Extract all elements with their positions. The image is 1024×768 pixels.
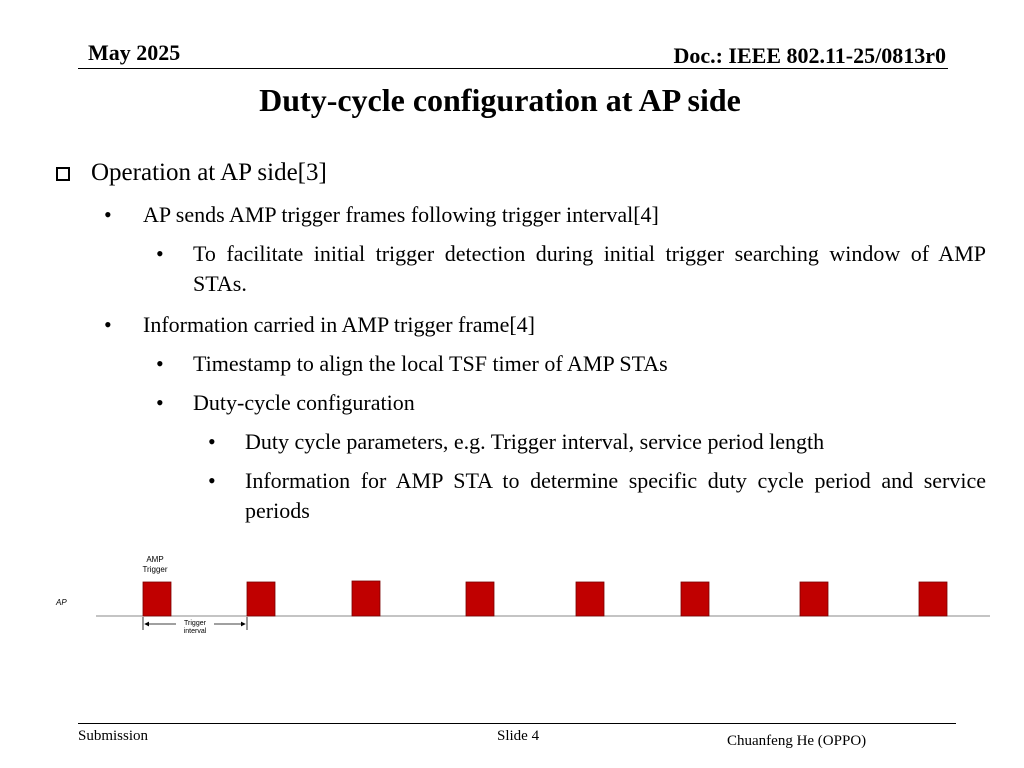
trigger-pulse <box>246 581 276 617</box>
trigger-pulse <box>799 581 829 617</box>
amp-trigger-label-1: AMP <box>146 555 163 564</box>
bullet-dot: • <box>156 390 164 415</box>
trigger-pulse <box>918 581 948 617</box>
trigger-interval-label-1: Trigger <box>184 620 207 627</box>
bullet-text: Information for AMP STA to determine spe… <box>245 468 986 523</box>
trigger-timing-diagram: AP AMP Trigger Trigger interval <box>55 555 990 635</box>
bullet-dot: • <box>208 468 216 493</box>
trigger-pulse <box>465 581 495 617</box>
footer-slide-number: Slide 4 <box>497 728 540 744</box>
bullet-text: Timestamp to align the local TSF timer o… <box>193 351 668 376</box>
footer-submission: Submission <box>78 728 149 744</box>
bullet-text: AP sends AMP trigger frames following tr… <box>143 202 659 227</box>
ap-label: AP <box>55 598 67 607</box>
square-bullet-icon <box>56 167 70 181</box>
bullet-dot: • <box>156 241 164 266</box>
header-date: May 2025 <box>88 40 181 65</box>
bullet-text: Operation at AP side[3] <box>91 159 327 186</box>
bullet-dot: • <box>156 351 164 376</box>
bullet-text: To facilitate initial trigger detection … <box>193 241 986 296</box>
bullet-text: Information carried in AMP trigger frame… <box>143 312 535 337</box>
trigger-pulse <box>575 581 605 617</box>
bullet-dot: • <box>104 202 112 227</box>
footer-author: Chuanfeng He (OPPO) <box>727 733 867 749</box>
pulse-group <box>142 580 948 617</box>
trigger-pulse <box>351 580 381 617</box>
trigger-pulse <box>142 581 172 617</box>
bullet-dot: • <box>208 429 216 454</box>
trigger-pulse <box>680 581 710 617</box>
footer-divider <box>78 723 956 724</box>
header-divider <box>78 68 948 69</box>
bullet-text: Duty-cycle configuration <box>193 390 415 415</box>
bullet-dot: • <box>104 312 112 337</box>
slide-title: Duty-cycle configuration at AP side <box>259 82 741 118</box>
header-doc-id: Doc.: IEEE 802.11-25/0813r0 <box>673 43 946 68</box>
bullet-text: Duty cycle parameters, e.g. Trigger inte… <box>245 429 825 454</box>
trigger-interval-label-2: interval <box>184 628 207 635</box>
amp-trigger-label-2: Trigger <box>142 565 167 574</box>
